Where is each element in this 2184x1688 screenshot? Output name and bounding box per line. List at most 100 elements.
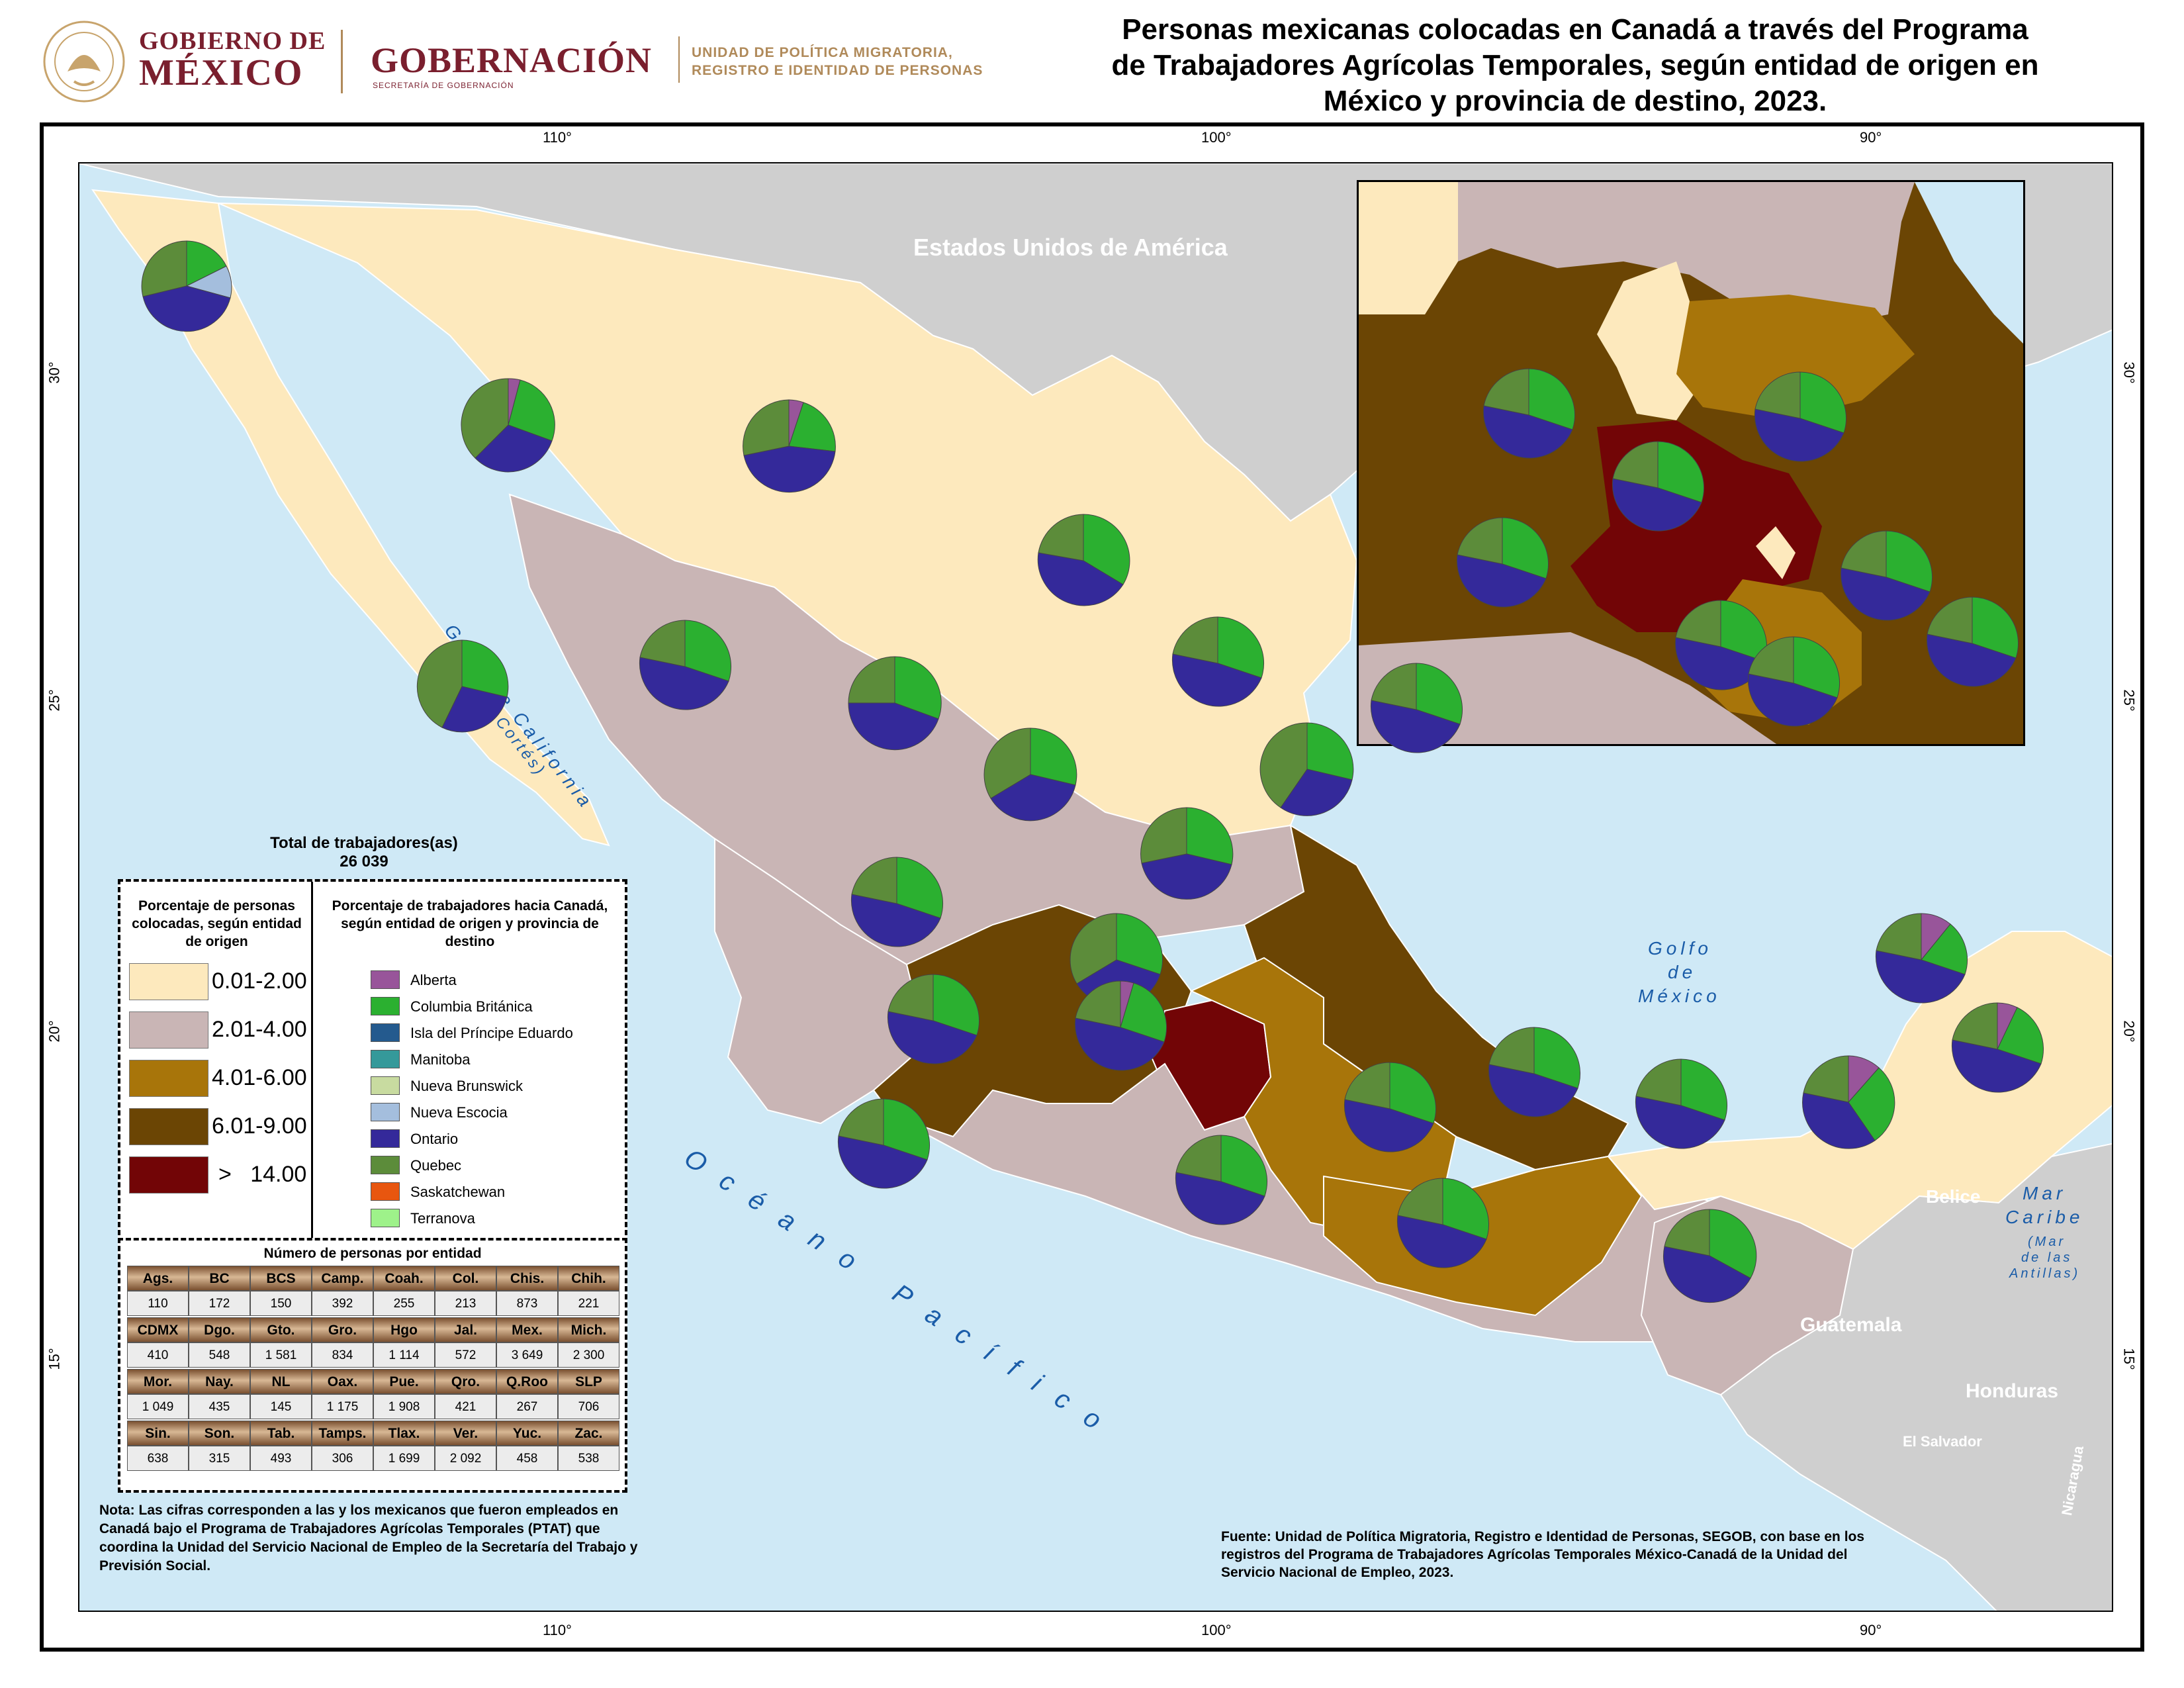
lat-label-right-30: 30° [2120,361,2138,384]
title-line-2: de Trabajadores Agrícolas Temporales, se… [1111,49,2039,81]
prov-swatch-saskatchewan [371,1182,400,1201]
table-value-cell: 1 908 [373,1394,435,1419]
prov-label-pei: Isla del Príncipe Eduardo [410,1025,573,1041]
table-value-cell: 221 [558,1291,619,1316]
class-swatch-2 [129,1011,208,1049]
prov-label-alberta: Alberta [410,972,457,988]
table-value-cell: 3 649 [496,1342,558,1368]
class-label-3: 4.01-6.00 [212,1065,307,1090]
table-value-cell: 548 [189,1342,250,1368]
pie-edomex [1674,600,1768,690]
pie-tlaxcala [1926,596,2019,687]
table-value-cell: 2 300 [558,1342,619,1368]
table-header-cell: Q.Roo [496,1369,558,1394]
prov-swatch-columbia [371,997,400,1015]
table-value-cell: 315 [189,1446,250,1471]
total-label: Total de trabajadores(as) [270,834,458,852]
table-value-cell: 458 [496,1446,558,1471]
lat-label-right-20: 20° [2120,1020,2138,1043]
table-value-cell: 1 114 [373,1342,435,1368]
class-label-5: > 14.00 [218,1162,307,1187]
prov-swatch-nueva-brunswick [371,1076,400,1095]
table-value-cell: 150 [250,1291,312,1316]
table-value-cell: 2 092 [435,1446,496,1471]
map-frame [40,122,2144,1652]
choropleth-classes: 0.01-2.00 2.01-4.00 4.01-6.00 6.01-9.00 … [129,963,308,1215]
inset-pale-gulf [1915,182,2023,344]
lat-label-left-25: 25° [46,689,63,712]
label-golfo-mexico-2: de [1668,962,1697,982]
table-value-cell: 638 [127,1446,189,1471]
class-swatch-3 [129,1060,208,1097]
pie-zacatecas [983,727,1077,821]
prov-label-saskatchewan: Saskatchewan [410,1184,506,1200]
prov-label-nueva-brunswick: Nueva Brunswick [410,1078,523,1094]
table-header-cell: Tamps. [312,1421,373,1446]
table-value-cell: 145 [250,1394,312,1419]
table-header-cell: Mex. [496,1317,558,1342]
header: GOBIERNO DE MÉXICO GOBERNACIÓN SECRETARÍ… [0,0,2184,119]
table-header-cell: Gto. [250,1317,312,1342]
map-canvas: Estados Unidos de América Golfo de Calif… [78,162,2113,1612]
table-header-cell: Jal. [435,1317,496,1342]
pie-michoacan [1074,980,1167,1071]
label-golfo-mexico-3: México [1638,986,1721,1006]
table-header-cell: NL [250,1369,312,1394]
prov-swatch-manitoba [371,1050,400,1068]
upm-line-1: UNIDAD DE POLÍTICA MIGRATORIA, [692,45,953,60]
pie-cdmx [1370,663,1463,753]
table-header-cell: Yuc. [496,1421,558,1446]
pie-inset-north [1754,371,1847,462]
prov-swatch-alberta [371,970,400,989]
legend-choropleth-title: Porcentaje de personas colocadas, según … [132,898,302,949]
table-header-cell: Ags. [127,1266,189,1291]
table-header-cell: BC [189,1266,250,1291]
lon-label-bottom-110: 110° [543,1622,572,1638]
table-header-cell: Col. [435,1266,496,1291]
table-value-cell: 1 699 [373,1446,435,1471]
label-golfo-mexico-1: Golfo [1648,938,1712,959]
entity-table-title: Número de personas por entidad [263,1246,482,1261]
mexico-coat-of-arms-logo [43,21,125,103]
prov-swatch-terranova [371,1209,400,1227]
source-text: Fuente: Unidad de Política Migratoria, R… [1221,1529,1865,1580]
table-header-cell: Mor. [127,1369,189,1394]
logo-line-2: MÉXICO [139,52,304,93]
pie-nayarit [850,857,944,947]
prov-label-quebec: Quebec [410,1157,462,1174]
pie-tabasco [1635,1058,1728,1149]
table-value-cell: 1 581 [250,1342,312,1368]
logo-separator-2 [678,36,680,83]
pie-durango [848,656,942,751]
title-line-1: Personas mexicanas colocadas en Canadá a… [1122,13,2028,46]
lon-label-bottom-100: 100° [1201,1622,1232,1638]
table-header-cell: Zac. [558,1421,619,1446]
pie-slp [1140,807,1234,900]
lat-label-right-25: 25° [2120,689,2138,712]
table-header-cell: Sin. [127,1421,189,1446]
lon-label-bottom-90: 90° [1860,1622,1882,1638]
lat-label-left-15: 15° [46,1348,63,1370]
pie-oaxaca [1396,1178,1490,1268]
table-value-cell: 267 [496,1394,558,1419]
table-header-cell: Camp. [312,1266,373,1291]
pie-baja-california-sur [416,639,509,733]
label-guatemala: Guatemala [1800,1314,1902,1336]
label-mar-caribe-3: (Mar [2028,1235,2066,1249]
gobernacion-logo: GOBERNACIÓN [371,40,653,80]
pie-symbols [141,240,2044,1303]
prov-label-ontario: Ontario [410,1131,459,1147]
class-swatch-4 [129,1108,208,1145]
pie-quintana-roo [1951,1002,2044,1093]
prov-label-terranova: Terranova [410,1210,475,1227]
class-swatch-5 [129,1156,208,1194]
label-mar-caribe-5: Antillas) [2009,1266,2081,1281]
label-usa: Estados Unidos de América [913,234,1228,261]
table-value-cell: 834 [312,1342,373,1368]
inset-pink-north [1359,182,1915,328]
table-value-cell: 110 [127,1291,189,1316]
pie-sinaloa [639,620,732,710]
table-header-cell: Ver. [435,1421,496,1446]
inset-cdmx-pale [1756,526,1796,579]
table-header-cell: BCS [250,1266,312,1291]
